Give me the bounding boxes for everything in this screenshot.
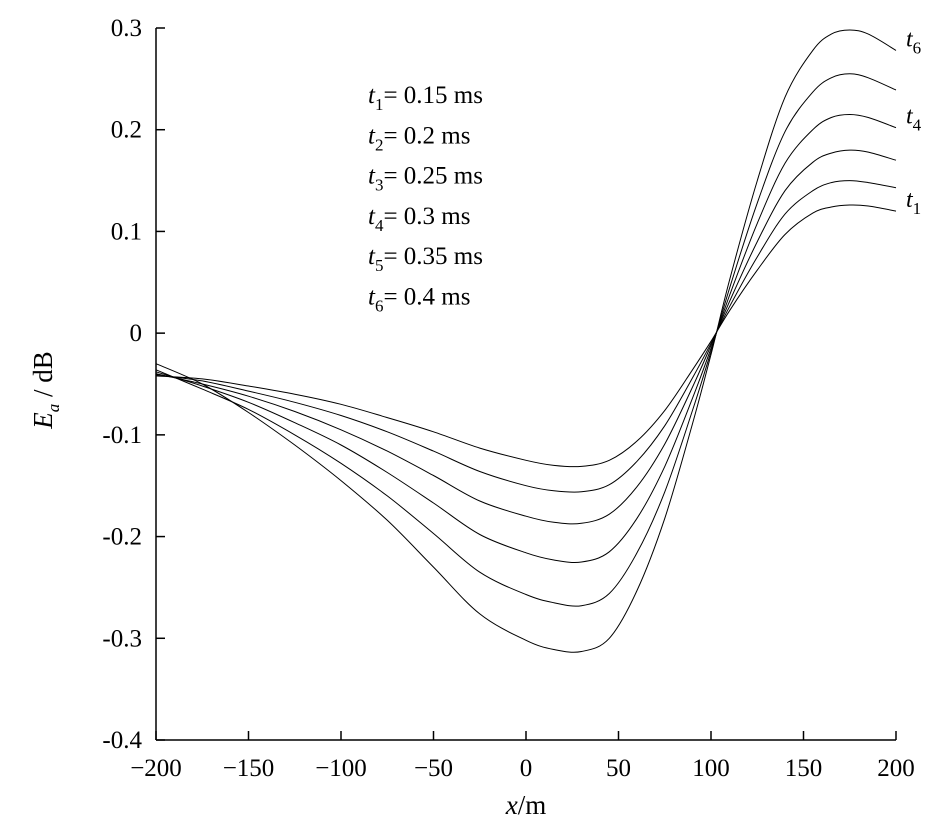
x-tick-label: 0: [520, 755, 533, 782]
y-tick-label: -0.3: [102, 625, 142, 652]
legend-value: = 0.4 ms: [383, 284, 470, 311]
y-tick-label: 0.1: [111, 218, 142, 245]
x-tick-label: 100: [692, 755, 730, 782]
legend-entry-t6: t6= 0.4 ms: [368, 284, 470, 316]
legend-sub: 3: [375, 176, 384, 195]
curve-label-t6: t6: [906, 26, 921, 57]
y-axis-title: Ea / dB: [28, 351, 63, 430]
legend-value: = 0.3 ms: [383, 203, 470, 230]
y-tick-label: 0.2: [111, 117, 142, 144]
legend-sub: 2: [375, 135, 384, 154]
series-line-t1: [155, 204, 897, 468]
series-line-t2: [155, 180, 897, 493]
x-tick-label: 200: [877, 755, 915, 782]
legend-value: = 0.2 ms: [383, 122, 470, 149]
legend-entry-t1: t1= 0.15 ms: [368, 82, 483, 114]
curve-label-sub: 1: [913, 199, 922, 218]
y-tick-label: -0.4: [102, 727, 142, 754]
series-lines: [155, 29, 897, 653]
legend-var: t: [368, 163, 376, 190]
legend-entry-t2: t2= 0.2 ms: [368, 122, 470, 154]
series-line-t3: [155, 149, 897, 525]
x-tick-label: −50: [414, 755, 453, 782]
legend-var: t: [368, 203, 376, 230]
legend-entry-t5: t5= 0.35 ms: [368, 243, 483, 275]
y-ticks: 0.3 0.2 0.1 0 -0.1 -0.2 -0.3 -0.4: [102, 15, 165, 754]
series-line-t4: [155, 113, 897, 563]
legend-sub: 4: [375, 216, 384, 235]
legend-entry-t3: t3= 0.25 ms: [368, 163, 483, 195]
x-tick-label: −150: [223, 755, 275, 782]
legend-var: t: [368, 284, 376, 311]
legend-entry-t4: t4= 0.3 ms: [368, 203, 470, 235]
x-tick-label: 150: [785, 755, 823, 782]
curve-label-var: t: [906, 26, 914, 52]
y-axis-title-sub: a: [44, 404, 63, 413]
x-tick-label: −100: [315, 755, 367, 782]
x-axis-title: x/m: [505, 790, 547, 820]
legend-var: t: [368, 122, 376, 149]
series-line-t6: [155, 29, 897, 653]
curve-label-t1: t1: [906, 187, 921, 218]
x-axis-title-unit: /m: [518, 790, 547, 820]
plot-area: 0.30.20.10-0.1-0.2-0.3-0.4 −200 −150 −100−…: [102, 15, 921, 782]
legend-sub: 5: [375, 256, 384, 275]
legend-var: t: [368, 82, 376, 109]
legend-sub: 6: [375, 297, 384, 316]
x-axis-title-var: x: [505, 790, 518, 820]
legend-value: = 0.35 ms: [383, 243, 483, 270]
curve-label-sub: 6: [913, 38, 922, 57]
y-tick-label: 0: [130, 320, 143, 347]
y-axis-title-var: E: [28, 412, 58, 430]
y-tick-label: -0.1: [102, 422, 142, 449]
x-tick-label: −200: [130, 755, 182, 782]
legend-var: t: [368, 243, 376, 270]
y-axis-title-unit: / dB: [28, 351, 58, 404]
y-tick-label: -0.2: [102, 524, 142, 551]
x-tick-label: 50: [606, 755, 631, 782]
y-tick-label: 0.3: [111, 15, 142, 42]
x-ticks: −200 −150 −100 −50 0 50 100 150 200: [130, 731, 915, 782]
curve-label-var: t: [906, 104, 914, 130]
legend-value: = 0.25 ms: [383, 163, 483, 190]
curve-label-t4: t4: [906, 104, 922, 135]
series-line-t5: [155, 73, 897, 607]
legend-value: = 0.15 ms: [383, 82, 483, 109]
curve-label-sub: 4: [913, 116, 922, 135]
curve-label-var: t: [906, 187, 914, 213]
legend-sub: 1: [375, 95, 384, 114]
